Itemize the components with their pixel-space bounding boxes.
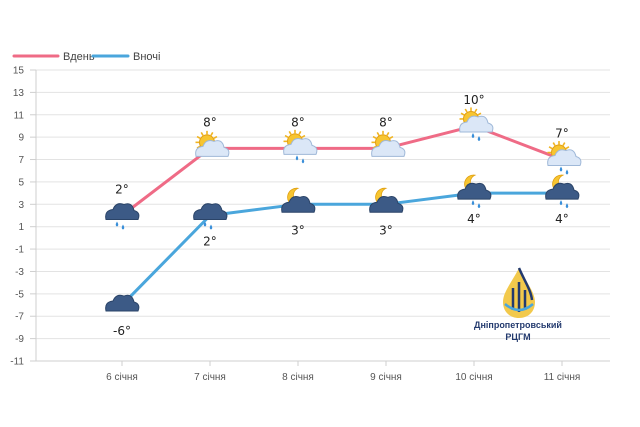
- y-tick-label: 7: [18, 155, 24, 166]
- data-labels: 2° 8° 8° 8° 10° 7° -6° 2° 3° 3° 4° 4°: [113, 93, 569, 338]
- series-lines: [120, 124, 564, 307]
- y-tick-label: 3: [18, 200, 24, 211]
- night-data-label: 3°: [379, 223, 393, 237]
- logo-text-line1: Дніпропетровський: [474, 320, 562, 330]
- day-data-label: 8°: [291, 115, 305, 129]
- y-axis: 15 13 11 9 7 5 3 1 -1 -3 -5 -7 -9 -11: [10, 66, 37, 368]
- day-data-label: 7°: [555, 127, 569, 141]
- y-tick-label: -9: [15, 334, 24, 345]
- x-tick-label: 6 січня: [106, 372, 138, 383]
- y-tick-label: 1: [18, 222, 24, 233]
- x-tick-label: 8 січня: [282, 372, 314, 383]
- night-data-label: 4°: [555, 212, 569, 226]
- sun-cloud-icon: [371, 130, 406, 157]
- y-tick-label: 5: [18, 177, 24, 188]
- legend[interactable]: Вдень Вночі: [12, 51, 160, 63]
- y-tick-label: 9: [18, 133, 24, 144]
- cloud-icon: [105, 294, 140, 312]
- cloud-rain-icon: [193, 203, 228, 230]
- y-tick-label: 11: [14, 110, 25, 121]
- series-line-day: [120, 124, 564, 217]
- legend-label-day: Вдень: [63, 51, 95, 63]
- sun-cloud-rain-icon: [459, 107, 494, 141]
- x-axis: 6 січня 7 січня 8 січня 9 січня 10 січня 11 с…: [36, 360, 610, 383]
- moon-cloud-icon: [281, 187, 316, 213]
- sun-cloud-rain-icon: [283, 129, 318, 164]
- day-data-label: 8°: [203, 115, 217, 129]
- legend-label-night: Вночі: [133, 51, 160, 63]
- y-tick-label: 15: [13, 66, 25, 77]
- x-tick-label: 11 січня: [544, 372, 581, 383]
- weather-icons: [105, 107, 582, 312]
- night-data-label: 2°: [203, 235, 217, 249]
- night-data-label: 4°: [467, 212, 481, 226]
- moon-cloud-rain-icon: [457, 174, 492, 209]
- sun-cloud-icon: [195, 130, 230, 157]
- logo-text-line2: РЦГМ: [505, 332, 530, 342]
- legend-item-night[interactable]: Вночі: [91, 51, 160, 63]
- x-tick-label: 10 січня: [455, 372, 492, 383]
- day-data-label: 10°: [463, 93, 484, 107]
- legend-item-day[interactable]: Вдень: [12, 51, 95, 63]
- logo: Дніпропетровський РЦГМ: [474, 267, 562, 342]
- y-tick-label: -11: [10, 357, 24, 368]
- y-tick-label: 13: [13, 88, 25, 99]
- night-data-label: -6°: [113, 324, 131, 338]
- cloud-rain-icon: [105, 203, 140, 230]
- day-data-label: 2°: [115, 183, 129, 197]
- x-tick-label: 7 січня: [194, 372, 226, 383]
- day-data-label: 8°: [379, 115, 393, 129]
- sun-cloud-rain-icon: [547, 141, 582, 175]
- x-tick-label: 9 січня: [370, 372, 402, 383]
- night-data-label: 3°: [291, 223, 305, 237]
- moon-cloud-rain-icon: [545, 174, 580, 209]
- y-tick-label: -3: [15, 267, 24, 278]
- y-tick-label: -7: [15, 312, 24, 323]
- y-tick-label: -1: [15, 245, 24, 256]
- moon-cloud-icon: [369, 187, 404, 213]
- y-tick-label: -5: [15, 289, 24, 300]
- water-drop-logo-icon: [503, 267, 535, 318]
